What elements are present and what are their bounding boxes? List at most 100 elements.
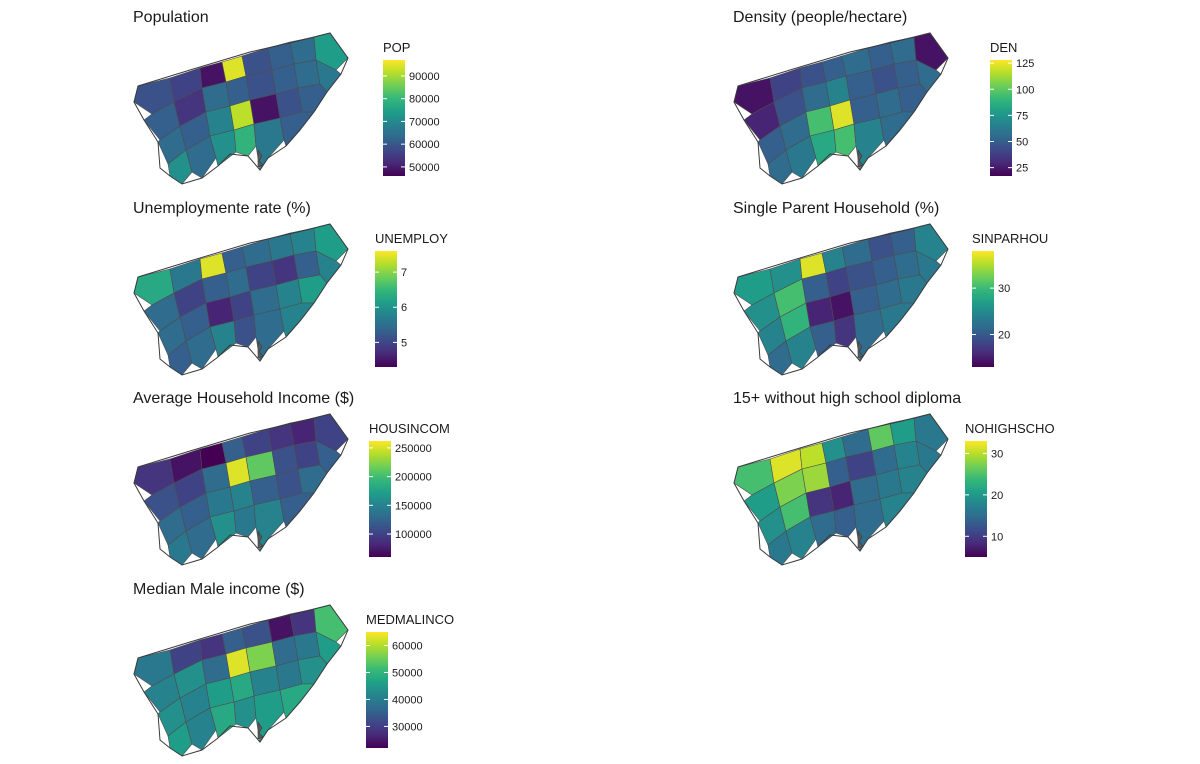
neighbourhood-region [785, 326, 817, 370]
panel-title: 15+ without high school diploma [733, 390, 961, 407]
legend-tick-label: 30 [998, 283, 1010, 295]
legend-title: POP [383, 40, 410, 55]
legend-title: UNEMPLOY [375, 231, 448, 246]
neighbourhood-region [233, 314, 257, 348]
neighbourhood-region [889, 227, 917, 256]
neighbourhood-region [279, 302, 315, 338]
neighbourhood-region [233, 123, 257, 157]
panel-title: Unemploymente rate (%) [133, 200, 311, 217]
neighbourhood-region [767, 530, 793, 566]
map-panel-den: Density (people/hectare) DEN 125 100 75 50 25 [733, 9, 1034, 185]
neighbourhood-region [279, 492, 315, 528]
legend-tick-label: 30000 [392, 721, 423, 733]
legend-colorbar [383, 60, 405, 176]
legend-colorbar [972, 251, 994, 367]
neighbourhood-region [185, 326, 217, 370]
neighbourhood-region [893, 59, 921, 89]
legend-colorbar [366, 632, 388, 748]
city-outline [133, 413, 349, 566]
legend-colorbar [965, 441, 987, 557]
map-panel-sinparhou: Single Parent Household (%) SINPARHOU 30 20 [733, 200, 1048, 376]
legend-tick-label: 6 [401, 302, 407, 314]
map-panel-housincom: Average Household Income ($) HOUSINCOM 250… [133, 390, 450, 566]
island-shape [857, 149, 864, 168]
neighbourhood-region [209, 701, 237, 739]
neighbourhood-region [293, 250, 321, 280]
legend-tick-label: 60000 [392, 640, 423, 652]
legend-tick-label: 200000 [395, 472, 432, 484]
panel-title: Average Household Income ($) [133, 390, 354, 407]
neighbourhood-region [209, 129, 237, 167]
neighbourhood-region [279, 683, 315, 719]
map-panel-medmalinco: Median Male income ($) MEDMALINCO 60000 500… [133, 581, 454, 757]
neighbourhood-region [879, 492, 915, 528]
legend-tick-label: 25 [1016, 163, 1028, 175]
neighbourhood-region [233, 695, 257, 729]
legend-tick-label: 50 [1016, 137, 1028, 149]
legend-colorbar [369, 441, 391, 557]
neighbourhood-region [167, 340, 193, 376]
legend-tick-label: 50000 [409, 162, 440, 174]
map-panel-unemploy: Unemploymente rate (%) UNEMPLOY 7 6 5 [133, 200, 448, 376]
neighbourhood-region [289, 608, 317, 637]
island-shape [857, 340, 864, 359]
neighbourhood-region [293, 631, 321, 661]
legend-tick-label: 7 [401, 267, 407, 279]
map-housincom [133, 413, 349, 566]
neighbourhood-region [233, 504, 257, 538]
neighbourhood-region [833, 504, 857, 538]
city-outline [733, 413, 949, 566]
neighbourhood-region [293, 59, 321, 89]
neighbourhood-region [289, 227, 317, 256]
neighbourhood-region [785, 135, 817, 179]
neighbourhood-region [809, 320, 837, 358]
panel-title: Median Male income ($) [133, 581, 305, 598]
island-shape [257, 340, 264, 359]
neighbourhood-region [185, 516, 217, 560]
city-outline [133, 32, 349, 185]
neighbourhood-region [893, 440, 921, 470]
panel-title: Single Parent Household (%) [733, 200, 939, 217]
neighbourhood-region [879, 302, 915, 338]
neighbourhood-region [289, 36, 317, 65]
map-nohighscho [733, 413, 949, 566]
neighbourhood-region [785, 516, 817, 560]
island-shape [257, 530, 264, 549]
neighbourhood-region [209, 320, 237, 358]
legend-tick-label: 75 [1016, 110, 1028, 122]
panel-title: Population [133, 9, 209, 26]
legend-tick-label: 70000 [409, 116, 440, 128]
city-outline [733, 32, 949, 185]
map-den [733, 32, 949, 185]
legend-tick-label: 90000 [409, 71, 440, 83]
map-unemploy [133, 223, 349, 376]
panel-title: Density (people/hectare) [733, 9, 907, 26]
legend-tick-label: 60000 [409, 139, 440, 151]
map-pop [133, 32, 349, 185]
neighbourhood-region [185, 135, 217, 179]
neighbourhood-region [809, 510, 837, 548]
neighbourhood-region [767, 149, 793, 185]
legend-tick-label: 30 [991, 448, 1003, 460]
map-panel-nohighscho: 15+ without high school diploma NOHIGHSCH… [733, 390, 1055, 566]
neighbourhood-region [767, 340, 793, 376]
legend-title: NOHIGHSCHO [965, 421, 1055, 436]
legend-colorbar [375, 251, 397, 367]
legend-colorbar [990, 60, 1012, 176]
legend-tick-label: 5 [401, 337, 407, 349]
neighbourhood-region [879, 111, 915, 147]
legend-tick-label: 150000 [395, 500, 432, 512]
legend-tick-label: 10 [991, 531, 1003, 543]
legend-tick-label: 250000 [395, 443, 432, 455]
island-shape [257, 721, 264, 740]
neighbourhood-region [289, 417, 317, 446]
legend-tick-label: 80000 [409, 94, 440, 106]
island-shape [857, 530, 864, 549]
legend-tick-label: 100 [1016, 84, 1034, 96]
neighbourhood-region [893, 250, 921, 280]
legend-tick-label: 20 [991, 490, 1003, 502]
map-sinparhou [733, 223, 949, 376]
neighbourhood-region [809, 129, 837, 167]
neighbourhood-region [889, 36, 917, 65]
